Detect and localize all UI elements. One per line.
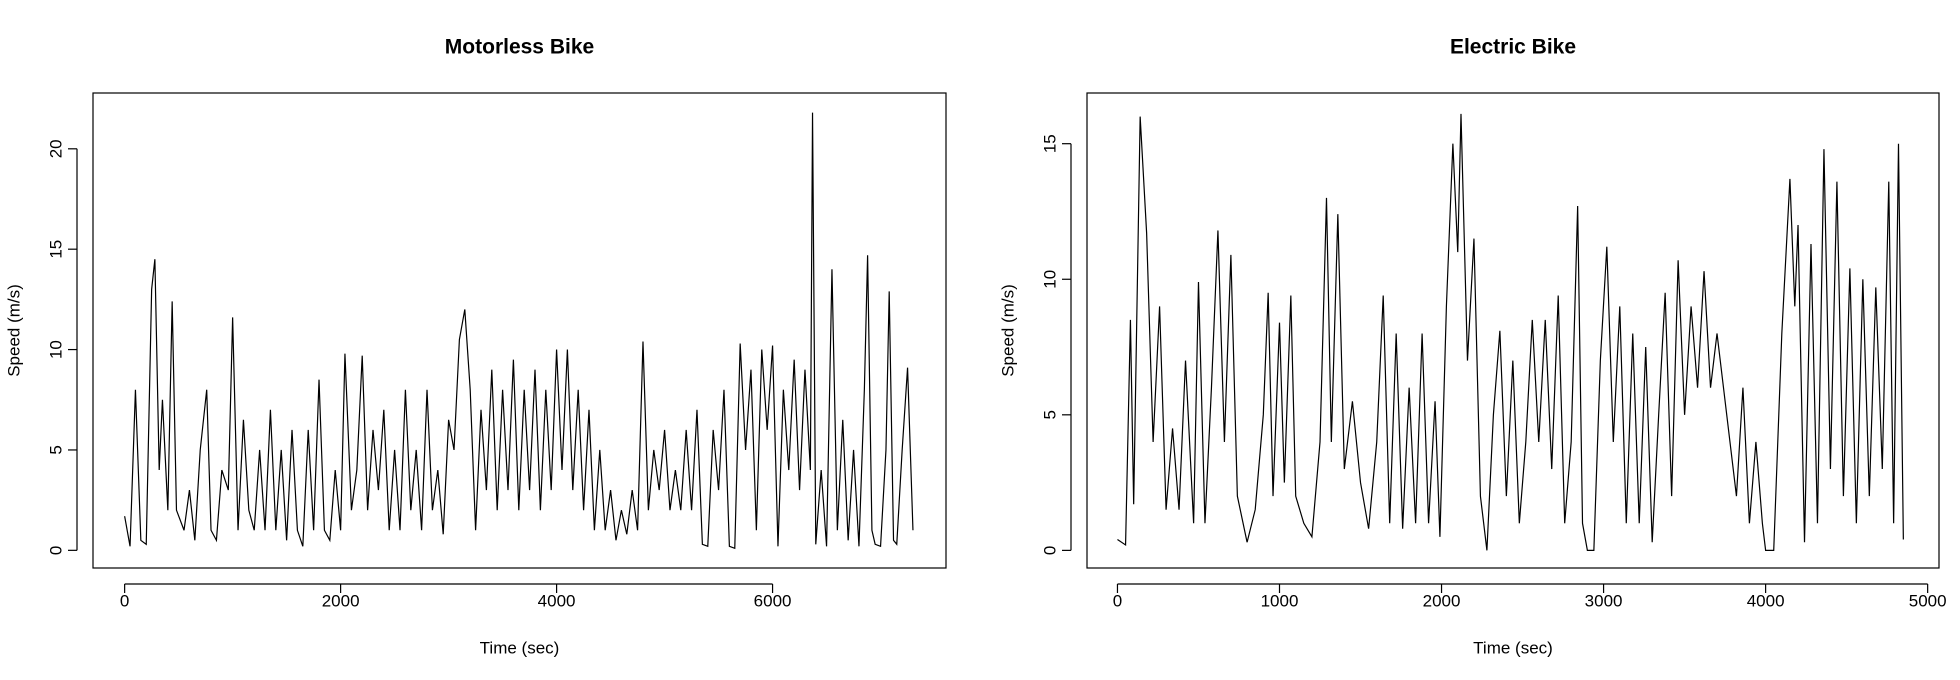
x-tick-label: 2000: [1423, 591, 1461, 610]
y-axis-title: Speed (m/s): [4, 284, 23, 377]
y-axis-title: Speed (m/s): [998, 284, 1017, 377]
y-tick-label: 15: [1040, 134, 1059, 153]
chart-title: Motorless Bike: [445, 36, 594, 59]
y-tick-label: 10: [1040, 270, 1059, 289]
data-line: [1117, 113, 1904, 551]
x-tick-label: 5000: [1909, 591, 1947, 610]
chart-title: Electric Bike: [1450, 36, 1576, 59]
x-tick-label: 1000: [1261, 591, 1299, 610]
y-tick-label: 15: [46, 240, 65, 259]
x-tick-label: 4000: [1747, 591, 1785, 610]
y-tick-label: 0: [46, 546, 65, 555]
x-axis-title: Time (sec): [480, 638, 560, 657]
chart-panel: Motorless Bike 0 2000 4000 6000 0 5 10 15 20 Time …: [4, 36, 947, 657]
x-tick-label: 2000: [322, 591, 360, 610]
y-tick-label: 5: [46, 445, 65, 454]
x-tick-label: 0: [120, 591, 129, 610]
plot-box: [92, 92, 947, 569]
y-tick-label: 10: [46, 340, 65, 359]
data-line: [124, 112, 914, 550]
y-tick-label: 0: [1040, 546, 1059, 555]
x-axis-title: Time (sec): [1473, 638, 1553, 657]
y-tick-label: 20: [46, 139, 65, 158]
y-tick-label: 5: [1040, 410, 1059, 419]
x-tick-label: 4000: [538, 591, 576, 610]
plot-box: [1086, 92, 1940, 569]
chart-panel: Electric Bike 0 1000 2000 3000 4000 5000 0 5 10 15…: [998, 36, 1946, 658]
x-tick-label: 3000: [1585, 591, 1623, 610]
x-tick-label: 0: [1113, 591, 1122, 610]
x-tick-label: 6000: [754, 591, 792, 610]
